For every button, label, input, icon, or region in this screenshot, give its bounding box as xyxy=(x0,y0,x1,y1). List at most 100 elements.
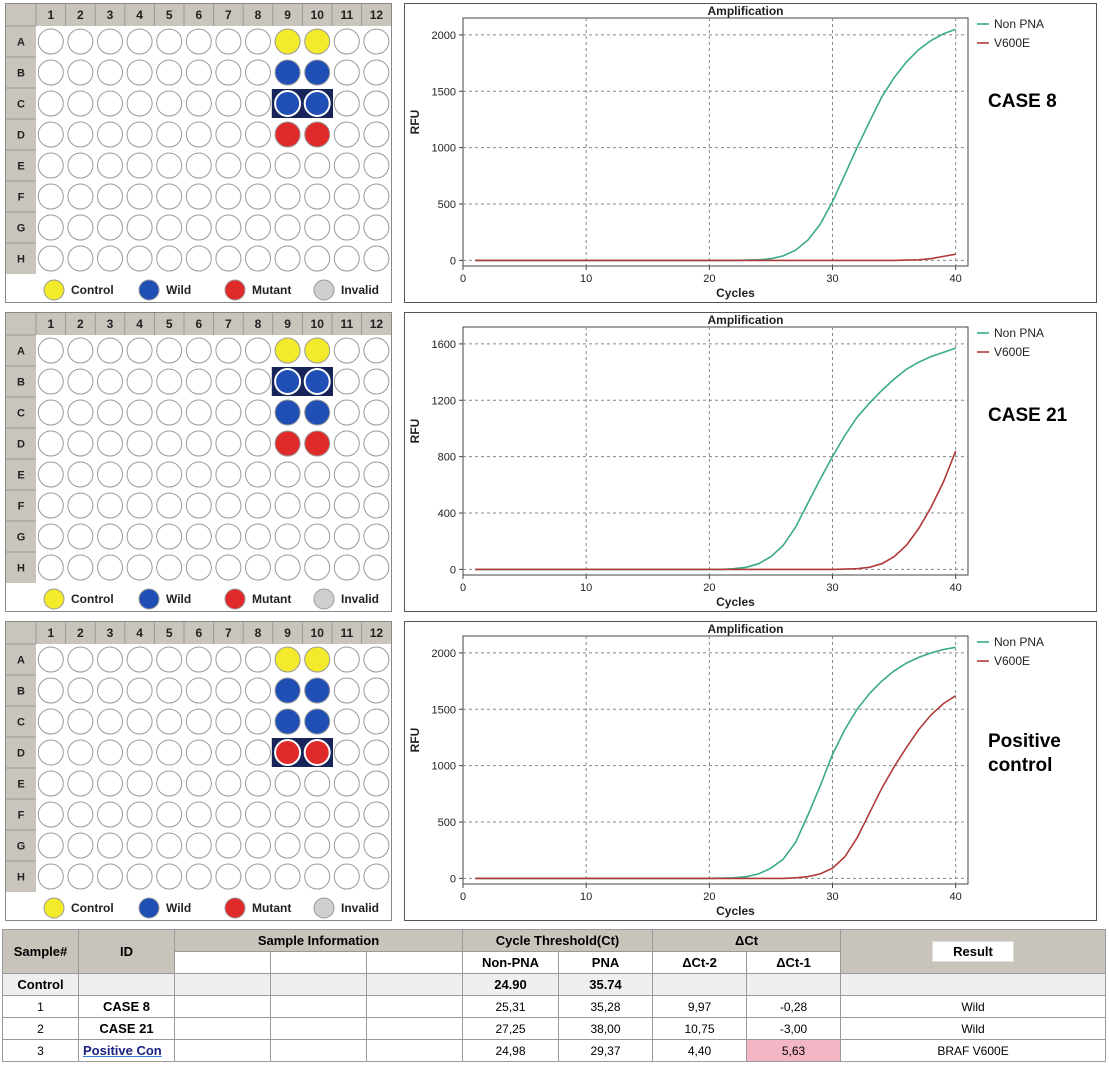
row-info[interactable] xyxy=(366,995,463,1018)
plate-well[interactable] xyxy=(304,183,331,210)
plate-well[interactable] xyxy=(37,739,64,766)
plate-well[interactable] xyxy=(185,739,212,766)
plate-well[interactable] xyxy=(304,152,331,179)
plate-well[interactable] xyxy=(67,430,94,457)
header-sample-info[interactable]: Sample Information xyxy=(174,929,463,952)
plate-well[interactable] xyxy=(333,152,360,179)
plate-well[interactable] xyxy=(185,59,212,86)
plate-well[interactable] xyxy=(97,152,123,179)
plate-well[interactable] xyxy=(156,461,183,488)
plate-well[interactable] xyxy=(67,770,94,797)
plate-well[interactable] xyxy=(37,59,64,86)
plate-well[interactable] xyxy=(156,399,183,426)
plate-well[interactable] xyxy=(274,523,301,550)
table-row[interactable]: 2 CASE 21 27,25 38,00 10,75 -3,00 Wild xyxy=(2,1017,1107,1040)
plate-well[interactable] xyxy=(67,245,94,272)
plate-well[interactable] xyxy=(67,368,94,395)
plate-well[interactable] xyxy=(97,523,123,550)
plate-well[interactable] xyxy=(215,152,242,179)
plate-well[interactable] xyxy=(304,28,331,55)
plate-well[interactable] xyxy=(215,863,242,890)
plate-well[interactable] xyxy=(333,770,360,797)
plate-well[interactable] xyxy=(304,121,331,148)
plate-well[interactable] xyxy=(126,801,153,828)
plate-well[interactable] xyxy=(274,121,301,148)
plate-well[interactable] xyxy=(363,677,390,704)
plate-well[interactable] xyxy=(274,28,301,55)
plate-well[interactable] xyxy=(67,646,94,673)
plate-well[interactable] xyxy=(67,152,94,179)
plate-well[interactable] xyxy=(126,28,153,55)
plate-well[interactable] xyxy=(156,430,183,457)
plate-well[interactable] xyxy=(245,59,271,86)
plate-well[interactable] xyxy=(363,708,390,735)
plate-well[interactable] xyxy=(363,121,390,148)
plate-well[interactable] xyxy=(126,708,153,735)
plate-well[interactable] xyxy=(67,708,94,735)
plate-well[interactable] xyxy=(37,430,64,457)
plate-well[interactable] xyxy=(97,59,123,86)
plate-well[interactable] xyxy=(37,832,64,859)
plate-well[interactable] xyxy=(274,214,301,241)
plate-well[interactable] xyxy=(245,399,271,426)
plate-well[interactable] xyxy=(215,430,242,457)
plate-well[interactable] xyxy=(215,832,242,859)
row-info[interactable] xyxy=(174,1039,271,1062)
plate-well[interactable] xyxy=(274,863,301,890)
plate-well[interactable] xyxy=(215,90,242,117)
plate-well[interactable] xyxy=(97,801,123,828)
plate-well[interactable] xyxy=(363,430,390,457)
plate-well[interactable] xyxy=(126,183,153,210)
plate-well[interactable] xyxy=(97,214,123,241)
plate-well[interactable] xyxy=(304,708,331,735)
plate-well[interactable] xyxy=(274,337,301,364)
plate-well[interactable] xyxy=(333,59,360,86)
plate-well[interactable] xyxy=(274,59,301,86)
plate-well[interactable] xyxy=(304,59,331,86)
plate-well[interactable] xyxy=(245,28,271,55)
plate-well[interactable] xyxy=(333,677,360,704)
plate-well[interactable] xyxy=(245,523,271,550)
plate-well[interactable] xyxy=(126,554,153,581)
row-info[interactable] xyxy=(270,1039,367,1062)
plate-well[interactable] xyxy=(185,646,212,673)
plate-well[interactable] xyxy=(304,646,331,673)
plate-well[interactable] xyxy=(126,399,153,426)
plate-well[interactable] xyxy=(97,863,123,890)
plate-well[interactable] xyxy=(245,770,271,797)
plate-well[interactable] xyxy=(126,90,153,117)
row-info[interactable] xyxy=(366,1017,463,1040)
plate-well[interactable] xyxy=(333,739,360,766)
plate-well[interactable] xyxy=(97,739,123,766)
plate-well[interactable] xyxy=(185,770,212,797)
plate-well[interactable] xyxy=(67,183,94,210)
plate-well[interactable] xyxy=(156,801,183,828)
plate-well[interactable] xyxy=(333,245,360,272)
plate-well[interactable] xyxy=(303,739,331,766)
plate-well[interactable] xyxy=(37,368,64,395)
row-info[interactable] xyxy=(174,995,271,1018)
plate-well[interactable] xyxy=(126,646,153,673)
plate-well[interactable] xyxy=(126,245,153,272)
plate-well[interactable] xyxy=(67,90,94,117)
plate-well[interactable] xyxy=(274,832,301,859)
plate-well[interactable] xyxy=(274,399,301,426)
plate-well[interactable] xyxy=(67,214,94,241)
plate-well[interactable] xyxy=(215,214,242,241)
plate-well[interactable] xyxy=(185,152,212,179)
plate-well[interactable] xyxy=(245,245,271,272)
plate-well[interactable] xyxy=(245,554,271,581)
header-delta-ct[interactable]: ΔCt xyxy=(652,929,842,952)
plate-well[interactable] xyxy=(245,677,271,704)
plate-well[interactable] xyxy=(303,90,331,117)
plate-well[interactable] xyxy=(67,677,94,704)
plate-well[interactable] xyxy=(363,337,390,364)
plate-well[interactable] xyxy=(185,399,212,426)
plate-well[interactable] xyxy=(185,245,212,272)
plate-well[interactable] xyxy=(363,59,390,86)
plate-well[interactable] xyxy=(185,677,212,704)
plate-well[interactable] xyxy=(215,59,242,86)
plate-well[interactable] xyxy=(97,430,123,457)
plate-well[interactable] xyxy=(333,28,360,55)
plate-well[interactable] xyxy=(126,677,153,704)
